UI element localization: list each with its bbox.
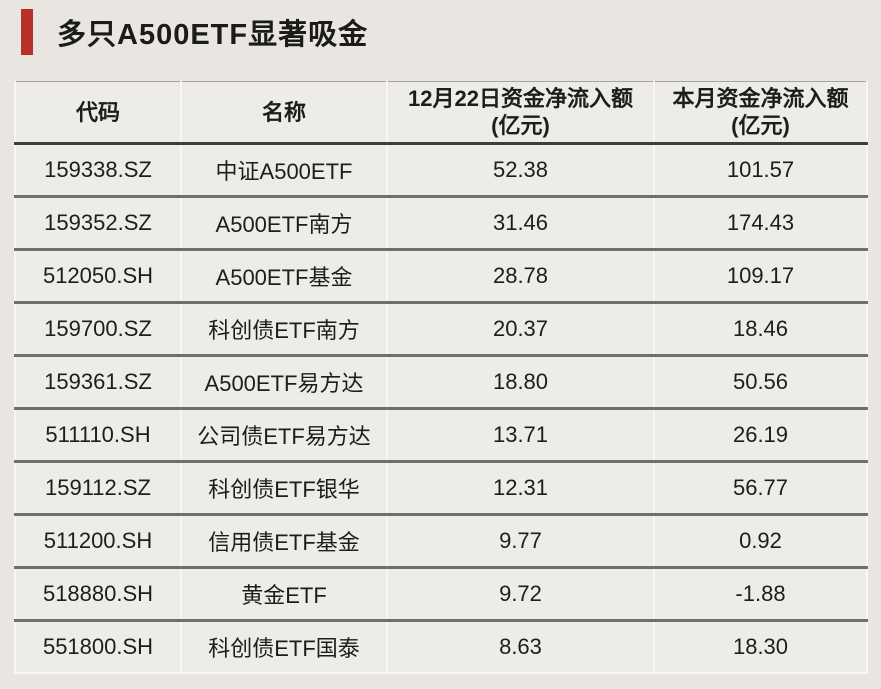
table-header-row: 代码 名称 12月22日资金净流入额 (亿元) 本月资金净流入额 (亿元) (15, 81, 867, 145)
cell-code: 518880.SH (15, 566, 181, 621)
cell-month-flow: 56.77 (653, 460, 867, 515)
cell-daily-flow: 52.38 (386, 143, 654, 197)
cell-month-flow: 26.19 (653, 407, 867, 462)
table-row: 551800.SH 科创债ETF国泰 8.63 18.30 (15, 619, 867, 673)
column-header-name: 名称 (180, 81, 387, 145)
column-header-label: 12月22日资金净流入额 (408, 86, 633, 111)
table-body: 159338.SZ 中证A500ETF 52.38 101.57 159352.… (15, 143, 867, 673)
cell-name: 黄金ETF (180, 566, 387, 621)
cell-name: A500ETF基金 (180, 248, 387, 303)
table-header: 代码 名称 12月22日资金净流入额 (亿元) 本月资金净流入额 (亿元) (15, 81, 867, 145)
table-row: 511200.SH 信用债ETF基金 9.77 0.92 (15, 513, 867, 568)
column-header-label: 本月资金净流入额 (672, 86, 849, 111)
cell-code: 159338.SZ (44, 157, 152, 182)
table-row: 159338.SZ 中证A500ETF 52.38 101.57 (15, 143, 867, 197)
page-title: 多只A500ETF显著吸金 (57, 19, 369, 51)
cell-name: 公司债ETF易方达 (180, 407, 387, 462)
column-header-unit: (亿元) (491, 113, 550, 138)
table-row: 159361.SZ A500ETF易方达 18.80 50.56 (15, 354, 867, 409)
cell-name: 科创债ETF国泰 (180, 619, 387, 673)
table-row: 512050.SH A500ETF基金 28.78 109.17 (15, 248, 867, 303)
table-row: 511110.SH 公司债ETF易方达 13.71 26.19 (15, 407, 867, 462)
cell-name: A500ETF南方 (180, 195, 387, 250)
table-row: 159352.SZ A500ETF南方 31.46 174.43 (15, 195, 867, 250)
cell-code: 551800.SH (15, 619, 181, 673)
cell-code: 159361.SZ (15, 354, 181, 409)
cell-code: 511110.SH (15, 407, 181, 462)
cell-name: 信用债ETF基金 (180, 513, 387, 568)
column-header-unit: (亿元) (731, 113, 790, 138)
cell-daily-flow: 9.77 (386, 513, 654, 568)
title-accent-bar-icon (21, 9, 33, 55)
table-row: 518880.SH 黄金ETF 9.72 -1.88 (15, 566, 867, 621)
cell-code: 512050.SH (15, 248, 181, 303)
cell-daily-flow: 13.71 (386, 407, 654, 462)
cell-month-flow: 18.46 (653, 301, 867, 356)
table-row: 159112.SZ 科创债ETF银华 12.31 56.77 (15, 460, 867, 515)
cell-name: 中证A500ETF (180, 143, 387, 197)
cell-code: 159700.SZ (15, 301, 181, 356)
cell-daily-flow: 28.78 (386, 248, 654, 303)
cell-name: 科创债ETF银华 (180, 460, 387, 515)
cell-daily-flow: 8.63 (386, 619, 654, 673)
cell-daily-flow: 20.37 (386, 301, 654, 356)
cell-name: 科创债ETF南方 (180, 301, 387, 356)
column-header-daily-flow: 12月22日资金净流入额 (亿元) (386, 81, 654, 145)
column-header-label: 代码 (75, 99, 120, 125)
cell-code: 159112.SZ (15, 460, 181, 515)
cell-code: 511200.SH (15, 513, 181, 568)
cell-daily-flow: 9.72 (386, 566, 654, 621)
cell-month-flow: 0.92 (653, 513, 867, 568)
cell-name: A500ETF易方达 (180, 354, 387, 409)
cell-month-flow: 109.17 (653, 248, 867, 303)
cell-code: 159352.SZ (15, 195, 181, 250)
cell-month-flow: 101.57 (653, 143, 867, 197)
cell-daily-flow: 31.46 (386, 195, 654, 250)
cell-month-flow: 174.43 (653, 195, 867, 250)
table-row: 159700.SZ 科创债ETF南方 20.37 18.46 (15, 301, 867, 356)
column-header-month-flow: 本月资金净流入额 (亿元) (653, 81, 867, 145)
title-row: 多只A500ETF显著吸金 (21, 8, 368, 56)
cell-month-flow: 18.30 (653, 619, 867, 673)
cell-month-flow: 50.56 (653, 354, 867, 409)
cell-daily-flow: 12.31 (386, 460, 654, 515)
etf-flow-table: 代码 名称 12月22日资金净流入额 (亿元) 本月资金净流入额 (亿元) 15… (14, 81, 868, 674)
column-header-label: 名称 (261, 99, 306, 125)
column-header-code: 代码 (15, 81, 181, 145)
cell-daily-flow: 18.80 (386, 354, 654, 409)
cell-month-flow: -1.88 (653, 566, 867, 621)
